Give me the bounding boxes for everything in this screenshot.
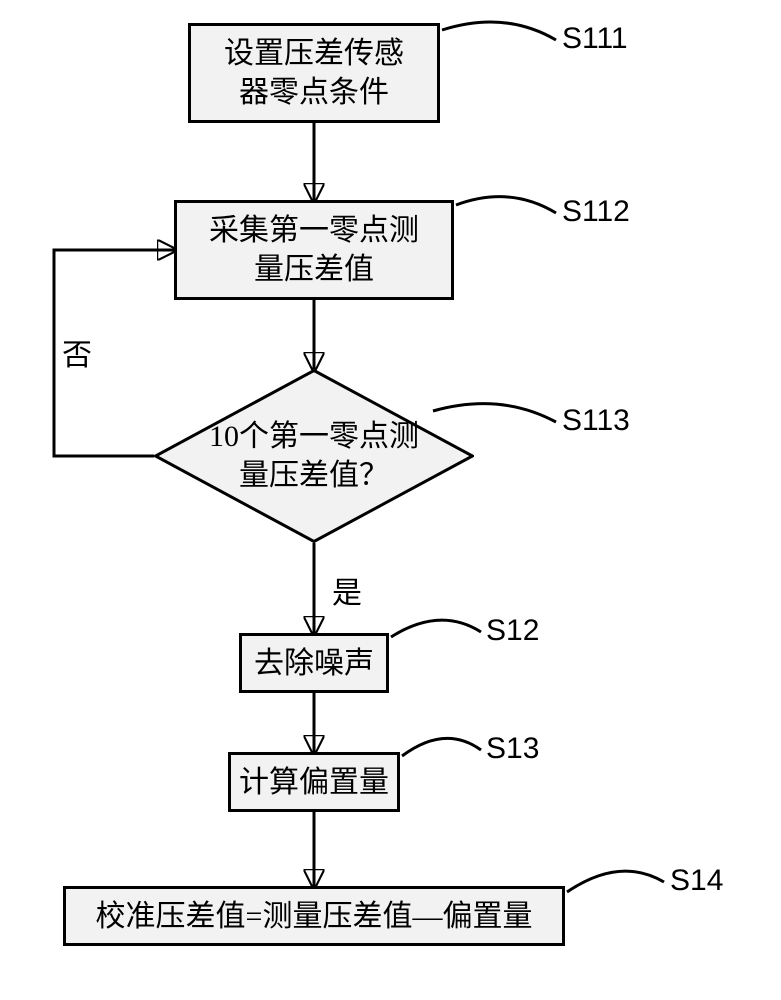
step-s13-text: 计算偏置量 <box>239 763 389 802</box>
step-label-s111: S111 <box>562 22 628 56</box>
step-label-s112: S112 <box>562 195 630 229</box>
step-s14-box: 校准压差值=测量压差值—偏置量 <box>63 886 565 946</box>
step-s13-box: 计算偏置量 <box>228 752 400 812</box>
step-s12-text: 去除噪声 <box>254 644 374 683</box>
leader-s111 <box>442 22 556 40</box>
step-label-s13: S13 <box>486 732 539 766</box>
step-s111-text: 设置压差传感器零点条件 <box>224 34 404 112</box>
step-s112-box: 采集第一零点测量压差值 <box>174 200 454 300</box>
edge-label-no: 否 <box>62 330 92 374</box>
step-label-s14: S14 <box>670 864 723 898</box>
step-s14-text: 校准压差值=测量压差值—偏置量 <box>96 897 533 936</box>
leader-s13 <box>402 738 481 756</box>
step-s113-text: 10个第一零点测量压差值？ <box>209 417 419 495</box>
step-s111-box: 设置压差传感器零点条件 <box>188 23 440 123</box>
leader-s112 <box>456 197 556 213</box>
step-label-s12: S12 <box>486 614 539 648</box>
step-s12-box: 去除噪声 <box>239 633 389 693</box>
leader-s14 <box>567 871 664 892</box>
step-s113-diamond: 10个第一零点测量压差值？ <box>154 369 474 543</box>
edge-label-yes: 是 <box>332 568 362 612</box>
leader-s12 <box>391 620 481 637</box>
step-s112-text: 采集第一零点测量压差值 <box>209 211 419 289</box>
step-label-s113: S113 <box>562 404 630 438</box>
